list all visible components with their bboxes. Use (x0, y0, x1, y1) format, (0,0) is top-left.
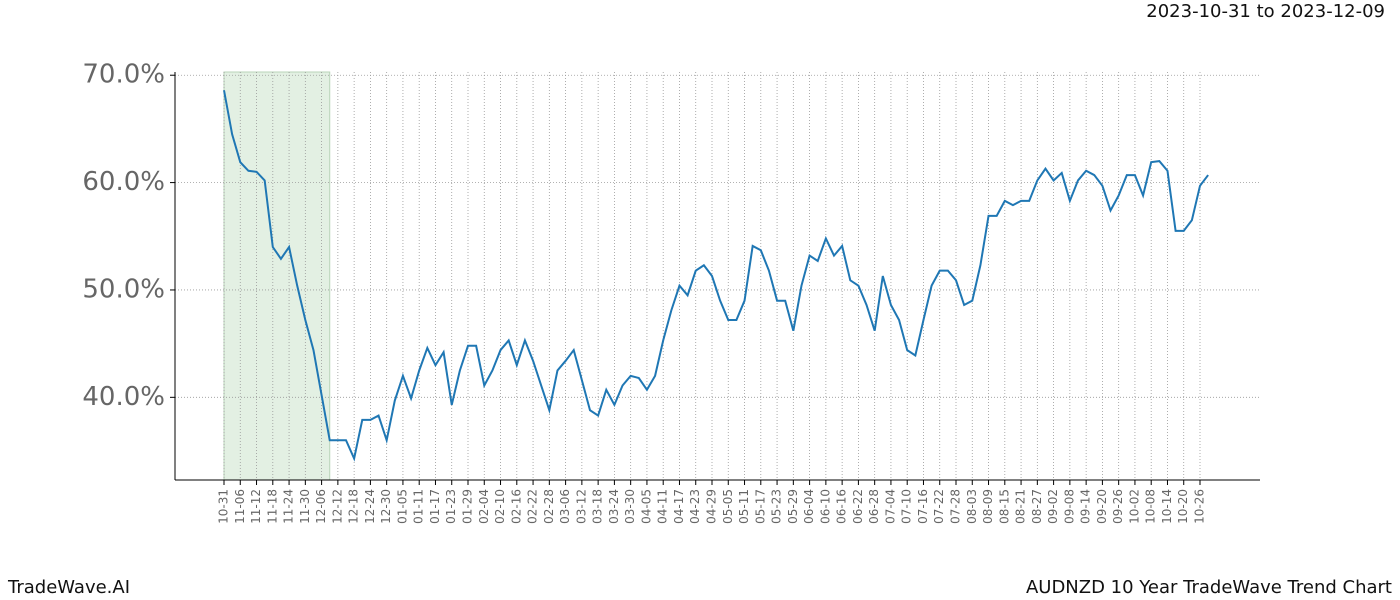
x-tick-label: 12-12 (330, 489, 344, 524)
x-tick-label: 12-30 (379, 489, 393, 524)
x-tick-label: 02-28 (542, 489, 556, 524)
y-tick-label: 60.0% (82, 167, 165, 197)
x-tick-label: 05-23 (770, 489, 784, 524)
x-tick-label: 02-16 (509, 489, 523, 524)
x-tick-label: 10-02 (1127, 489, 1141, 524)
x-tick-label: 11-12 (249, 489, 263, 524)
x-tick-label: 10-14 (1160, 489, 1174, 524)
footer-left: TradeWave.AI (7, 577, 130, 598)
x-tick-label: 07-22 (932, 489, 946, 524)
y-tick-label: 40.0% (82, 382, 165, 412)
x-tick-label: 09-14 (1079, 489, 1093, 524)
x-tick-label: 03-24 (607, 489, 621, 524)
x-tick-label: 10-26 (1193, 489, 1207, 524)
x-tick-label: 09-08 (1062, 489, 1076, 524)
x-tick-label: 06-22 (851, 489, 865, 524)
x-tick-label: 10-08 (1144, 489, 1158, 524)
x-tick-label: 04-29 (705, 489, 719, 524)
x-tick-label: 08-27 (1030, 489, 1044, 524)
data-line (223, 90, 1209, 462)
x-tick-label: 03-06 (558, 489, 572, 524)
chart-subtitle: 2023-10-31 to 2023-12-09 (1146, 1, 1385, 22)
x-tick-label: 10-20 (1176, 489, 1190, 524)
x-tick-label: 07-16 (916, 489, 930, 524)
x-tick-label: 11-18 (265, 489, 279, 524)
x-tick-label: 04-11 (656, 489, 670, 524)
x-tick-label: 06-10 (818, 489, 832, 524)
x-tick-label: 01-05 (395, 489, 409, 524)
x-tick-label: 03-18 (591, 489, 605, 524)
x-tick-label: 04-17 (672, 489, 686, 524)
x-tick-label: 02-10 (493, 489, 507, 524)
x-tick-label: 08-09 (981, 489, 995, 524)
x-tick-label: 03-30 (623, 489, 637, 524)
x-tick-label: 05-29 (786, 489, 800, 524)
x-tick-label: 12-06 (314, 489, 328, 524)
x-tick-label: 07-28 (949, 489, 963, 524)
footer-right: AUDNZD 10 Year TradeWave Trend Chart (1026, 577, 1392, 598)
x-tick-label: 07-10 (900, 489, 914, 524)
x-tick-label: 09-26 (1111, 489, 1125, 524)
x-tick-label: 08-21 (1014, 489, 1028, 524)
x-tick-label: 06-04 (802, 489, 816, 524)
x-tick-label: 10-31 (217, 489, 231, 524)
x-tick-label: 08-15 (997, 489, 1011, 524)
x-tick-label: 09-20 (1095, 489, 1109, 524)
y-tick-label: 70.0% (82, 60, 165, 90)
x-tick-label: 01-23 (444, 489, 458, 524)
x-tick-label: 05-05 (721, 489, 735, 524)
x-tick-label: 01-29 (461, 489, 475, 524)
x-tick-label: 05-11 (737, 489, 751, 524)
highlight-region (223, 71, 331, 481)
x-tick-label: 11-30 (298, 489, 312, 524)
x-tick-label: 03-12 (574, 489, 588, 524)
x-tick-label: 11-06 (233, 489, 247, 524)
y-tick-label: 50.0% (82, 274, 165, 304)
x-tick-label: 09-02 (1046, 489, 1060, 524)
x-tick-label: 12-18 (347, 489, 361, 524)
x-tick-label: 01-17 (428, 489, 442, 524)
x-tick-label: 04-05 (639, 489, 653, 524)
x-tick-label: 04-23 (688, 489, 702, 524)
x-tick-label: 05-17 (753, 489, 767, 524)
x-tick-label: 06-16 (835, 489, 849, 524)
x-tick-label: 06-28 (867, 489, 881, 524)
x-tick-label: 02-04 (477, 489, 491, 524)
x-tick-label: 11-24 (282, 489, 296, 524)
x-tick-label: 08-03 (965, 489, 979, 524)
x-tick-label: 01-11 (412, 489, 426, 524)
x-tick-label: 07-04 (883, 489, 897, 524)
x-tick-label: 12-24 (363, 489, 377, 524)
x-tick-label: 02-22 (526, 489, 540, 524)
